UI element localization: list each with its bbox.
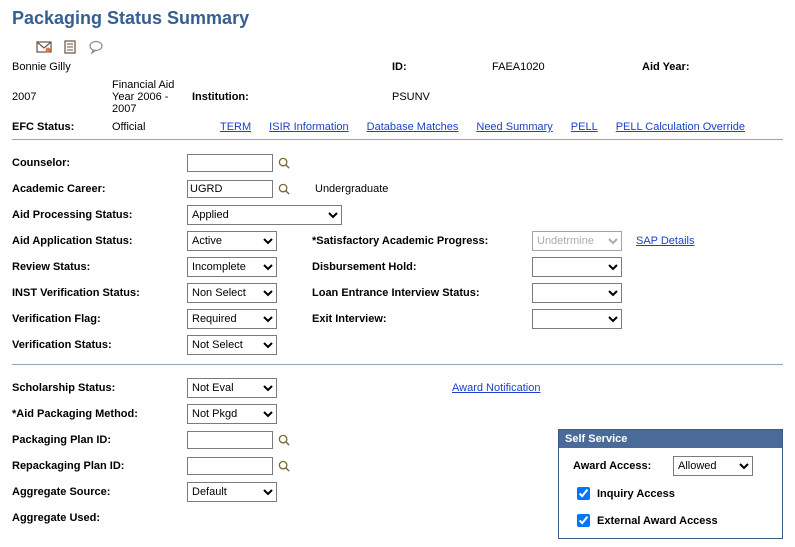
sap-details-link[interactable]: SAP Details xyxy=(636,235,695,247)
dbmatch-link[interactable]: Database Matches xyxy=(367,121,459,133)
repkg-plan-input[interactable] xyxy=(187,457,273,475)
repkg-plan-lookup-icon[interactable] xyxy=(277,459,291,473)
review-status-label: Review Status: xyxy=(12,261,187,273)
sap-select: Undetrmine xyxy=(532,231,622,251)
id-label: ID: xyxy=(392,61,492,73)
agg-source-label: Aggregate Source: xyxy=(12,486,187,498)
inst-verif-label: INST Verification Status: xyxy=(12,287,187,299)
acad-career-label: Academic Career: xyxy=(12,183,187,195)
external-award-checkbox[interactable] xyxy=(577,514,590,527)
exit-interview-label: Exit Interview: xyxy=(312,313,532,325)
efc-status-label: EFC Status: xyxy=(12,121,112,133)
self-service-title: Self Service xyxy=(559,430,782,448)
counselor-lookup-icon[interactable] xyxy=(277,156,291,170)
exit-interview-select[interactable] xyxy=(532,309,622,329)
isir-link[interactable]: ISIR Information xyxy=(269,121,348,133)
efc-status-value: Official xyxy=(112,121,192,133)
acad-career-descr: Undergraduate xyxy=(315,183,388,195)
notepad-icon[interactable] xyxy=(62,39,78,55)
aid-year-label: Aid Year: xyxy=(642,61,783,73)
verif-flag-select[interactable]: Required xyxy=(187,309,277,329)
external-award-label: External Award Access xyxy=(597,515,718,527)
verif-flag-label: Verification Flag: xyxy=(12,313,187,325)
comment-icon[interactable] xyxy=(88,39,104,55)
counselor-input[interactable] xyxy=(187,154,273,172)
student-name: Bonnie Gilly xyxy=(12,61,392,73)
disb-hold-label: Disbursement Hold: xyxy=(312,261,532,273)
disb-hold-select[interactable] xyxy=(532,257,622,277)
page-title: Packaging Status Summary xyxy=(12,8,783,29)
aid-pkg-method-label: *Aid Packaging Method: xyxy=(12,408,187,420)
acad-career-lookup-icon[interactable] xyxy=(277,182,291,196)
award-notif-link[interactable]: Award Notification xyxy=(452,382,540,394)
review-status-select[interactable]: Incomplete xyxy=(187,257,277,277)
loan-entrance-select[interactable] xyxy=(532,283,622,303)
mail-icon[interactable] xyxy=(36,39,52,55)
aid-year-value: 2007 xyxy=(12,91,112,103)
acad-career-input[interactable] xyxy=(187,180,273,198)
institution-label: Institution: xyxy=(192,91,392,103)
sap-label: *Satisfactory Academic Progress: xyxy=(312,235,532,247)
fin-aid-year-descr: Financial Aid Year 2006 - 2007 xyxy=(112,79,192,115)
award-access-label: Award Access: xyxy=(573,460,673,472)
pkg-plan-label: Packaging Plan ID: xyxy=(12,434,187,446)
pell-calc-link[interactable]: PELL Calculation Override xyxy=(616,121,745,133)
scholarship-label: Scholarship Status: xyxy=(12,382,187,394)
loan-entrance-label: Loan Entrance Interview Status: xyxy=(312,287,532,299)
agg-source-select[interactable]: Default xyxy=(187,482,277,502)
divider-1 xyxy=(12,139,783,140)
divider-2 xyxy=(12,364,783,365)
aid-app-status-select[interactable]: Active xyxy=(187,231,277,251)
aid-pkg-method-select[interactable]: Not Pkgd xyxy=(187,404,277,424)
aid-proc-status-select[interactable]: Applied xyxy=(187,205,342,225)
self-service-panel: Self Service Award Access: Allowed Inqui… xyxy=(558,429,783,539)
aid-proc-status-label: Aid Processing Status: xyxy=(12,209,187,221)
counselor-label: Counselor: xyxy=(12,157,187,169)
inst-verif-select[interactable]: Non Select xyxy=(187,283,277,303)
scholarship-select[interactable]: Not Eval xyxy=(187,378,277,398)
id-value: FAEA1020 xyxy=(492,61,642,73)
aid-app-status-label: Aid Application Status: xyxy=(12,235,187,247)
pell-link[interactable]: PELL xyxy=(571,121,598,133)
pkg-plan-lookup-icon[interactable] xyxy=(277,433,291,447)
inquiry-access-checkbox[interactable] xyxy=(577,487,590,500)
award-access-select[interactable]: Allowed xyxy=(673,456,753,476)
term-link[interactable]: TERM xyxy=(220,121,251,133)
verif-status-label: Verification Status: xyxy=(12,339,187,351)
inquiry-access-label: Inquiry Access xyxy=(597,488,675,500)
verif-status-select[interactable]: Not Select xyxy=(187,335,277,355)
agg-used-label: Aggregate Used: xyxy=(12,512,187,524)
need-summary-link[interactable]: Need Summary xyxy=(476,121,552,133)
institution-value: PSUNV xyxy=(392,91,492,103)
pkg-plan-input[interactable] xyxy=(187,431,273,449)
repkg-plan-label: Repackaging Plan ID: xyxy=(12,460,187,472)
